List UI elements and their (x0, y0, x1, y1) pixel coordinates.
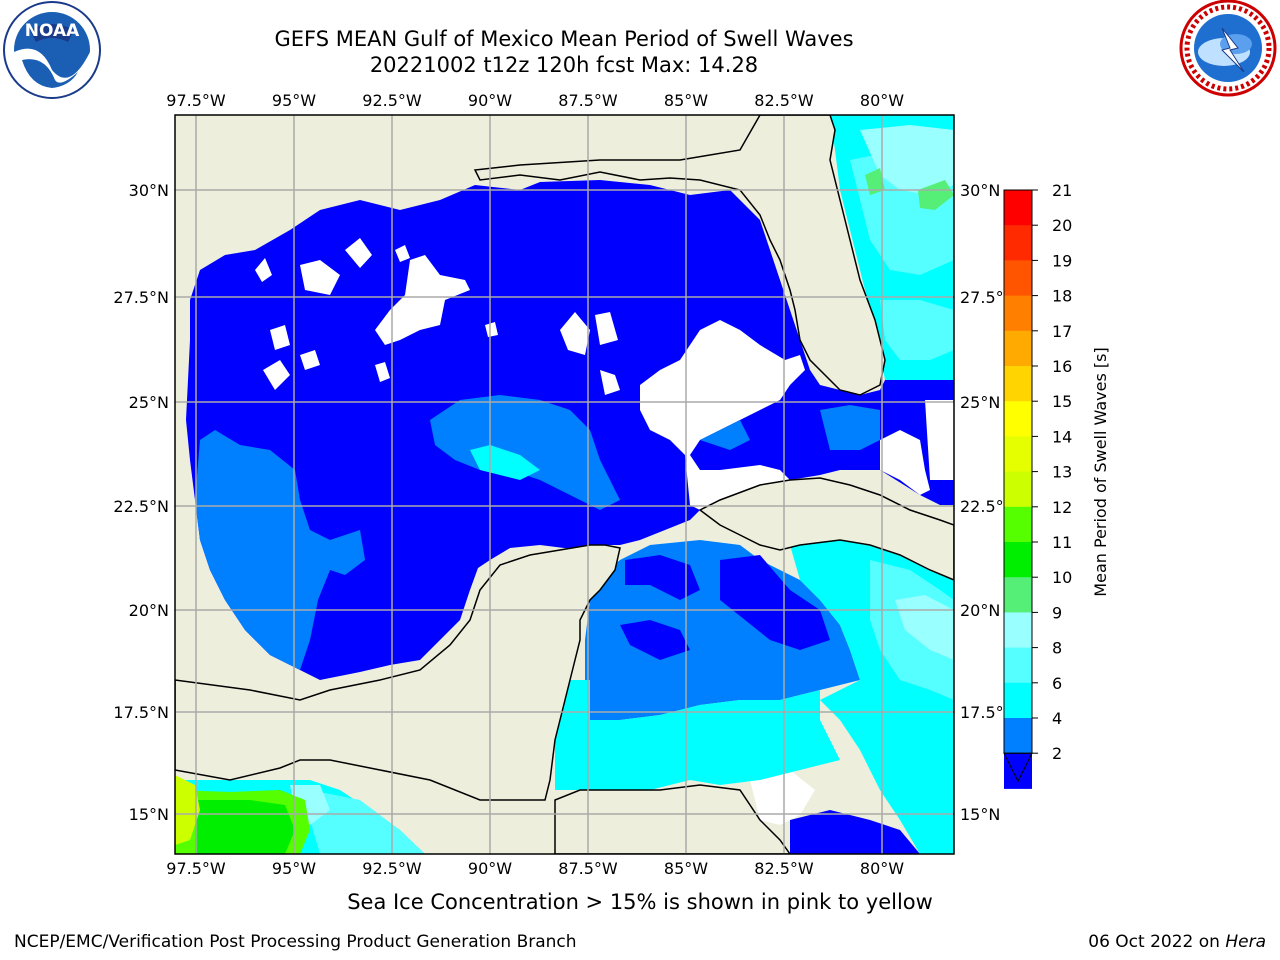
lon-labels-top: 97.5°W 95°W 92.5°W 90°W 87.5°W 85°W 82.5°W 80°W (166, 91, 904, 110)
lon-label-top: 80°W (860, 91, 904, 110)
title-line-1: GEFS MEAN Gulf of Mexico Mean Period of … (274, 27, 854, 51)
lat-label-right: 20°N (960, 601, 1000, 620)
lon-label-top: 87.5°W (558, 91, 618, 110)
lon-label-bottom: 82.5°W (754, 859, 814, 878)
map-plot-area (175, 115, 954, 854)
lat-label-right: 25°N (960, 393, 1000, 412)
colorbar-tick-label: 21 (1052, 181, 1072, 200)
colorbar-swatch (1004, 577, 1032, 613)
lat-label-left: 20°N (129, 601, 169, 620)
nws-logo (1179, 0, 1277, 97)
lon-label-top: 90°W (468, 91, 512, 110)
colorbar-tick-label: 20 (1052, 216, 1072, 235)
colorbar-swatch (1004, 330, 1032, 367)
lat-labels-right: 30°N 27.5°N 25°N 22.5°N 20°N 17.5°N 15°N (960, 181, 1016, 824)
colorbar-swatch (1004, 401, 1032, 437)
colorbar-tick-label: 8 (1052, 639, 1062, 658)
colorbar-tick-label: 18 (1052, 287, 1072, 306)
sea-ice-caption: Sea Ice Concentration > 15% is shown in … (347, 890, 933, 914)
map-frame (174, 114, 955, 855)
colorbar-swatch (1004, 225, 1032, 261)
lon-label-top: 85°W (664, 91, 708, 110)
lat-label-left: 25°N (129, 393, 169, 412)
graticule (175, 115, 954, 854)
colorbar-tick-label: 10 (1052, 568, 1072, 587)
colorbar-swatch (1004, 190, 1032, 226)
colorbar-tick-label: 9 (1052, 603, 1062, 622)
lat-label-left: 22.5°N (113, 497, 169, 516)
lat-label-right: 15°N (960, 805, 1000, 824)
colorbar-tick-label: 11 (1052, 533, 1072, 552)
swell-region-below-2s (255, 238, 954, 825)
title-line-2: 20221002 t12z 120h fcst Max: 14.28 (369, 53, 759, 77)
colorbar-swatch (1004, 506, 1032, 543)
lon-label-top: 95°W (272, 91, 316, 110)
colorbar-swatch (1004, 295, 1032, 332)
land-masses (175, 115, 954, 854)
swell-region-2-4s-deep (620, 555, 920, 854)
lon-label-bottom: 97.5°W (166, 859, 226, 878)
footer-credit: NCEP/EMC/Verification Post Processing Pr… (14, 932, 577, 952)
lat-label-left: 27.5°N (113, 288, 169, 307)
colorbar-tick-label: 2 (1052, 744, 1062, 763)
lon-label-bottom: 90°W (468, 859, 512, 878)
footer-date: 06 Oct 2022 on Hera (1088, 932, 1266, 952)
lat-label-right: 30°N (960, 181, 1000, 200)
colorbar-swatch (1004, 612, 1032, 649)
footer-machine: Hera (1225, 932, 1266, 952)
lat-label-left: 15°N (129, 805, 169, 824)
colorbar-tick-label: 19 (1052, 251, 1072, 270)
colorbar-swatch (1004, 647, 1032, 684)
colorbar: 21 20 19 18 17 16 15 14 13 12 11 10 9 8 6 4 2 (1003, 181, 1072, 789)
colorbar-swatch (1004, 682, 1032, 719)
colorbar-swatch (1004, 436, 1032, 473)
lon-label-bottom: 95°W (272, 859, 316, 878)
lon-label-bottom: 85°W (664, 859, 708, 878)
colorbar-tick-label: 16 (1052, 357, 1072, 376)
lat-label-right: 27.5°N (960, 288, 1016, 307)
lat-labels-left: 30°N 27.5°N 25°N 22.5°N 20°N 17.5°N 15°N (113, 181, 169, 824)
lon-label-bottom: 92.5°W (362, 859, 422, 878)
lon-label-top: 82.5°W (754, 91, 814, 110)
colorbar-tick-label: 13 (1052, 463, 1072, 482)
map-title: GEFS MEAN Gulf of Mexico Mean Period of … (0, 26, 1128, 78)
lon-label-top: 97.5°W (166, 91, 226, 110)
colorbar-swatch (1004, 718, 1032, 754)
colorbar-tick-label: 12 (1052, 498, 1072, 517)
lon-label-bottom: 80°W (860, 859, 904, 878)
colorbar-swatch (1004, 471, 1032, 508)
lon-label-top: 92.5°W (362, 91, 422, 110)
noaa-logo: NOAA (3, 1, 101, 99)
footer-date-text: 06 Oct 2022 on (1088, 932, 1226, 952)
lat-label-left: 17.5°N (113, 703, 169, 722)
colorbar-tick-label: 15 (1052, 392, 1072, 411)
colorbar-swatch (1004, 366, 1032, 402)
colorbar-tick-label: 17 (1052, 322, 1072, 341)
colorbar-swatch (1004, 260, 1032, 297)
colorbar-swatch (1004, 542, 1032, 578)
colorbar-tick-label: 6 (1052, 674, 1062, 693)
colorbar-tick-label: 14 (1052, 427, 1072, 446)
lon-label-bottom: 87.5°W (558, 859, 618, 878)
noaa-logo-text: NOAA (25, 21, 80, 41)
colorbar-label: Mean Period of Swell Waves [s] (1091, 347, 1110, 596)
swell-region-9-10s (865, 168, 954, 210)
lat-label-right: 22.5°N (960, 497, 1016, 516)
lat-label-left: 30°N (129, 181, 169, 200)
lon-labels-bottom: 97.5°W 95°W 92.5°W 90°W 87.5°W 85°W 82.5°W 80°W (166, 859, 904, 878)
lat-label-right: 17.5°N (960, 703, 1016, 722)
colorbar-tick-label: 4 (1052, 709, 1062, 728)
